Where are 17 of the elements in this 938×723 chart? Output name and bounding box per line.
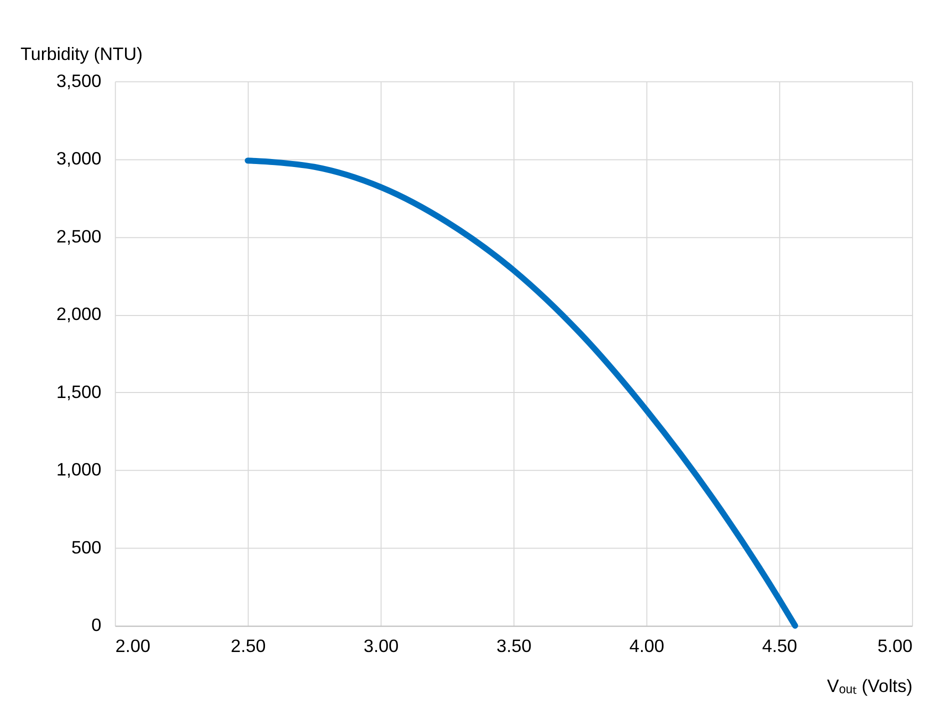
x-tick-label: 3.50 [496,636,532,656]
x-tick-label: 2.50 [230,636,266,656]
x-tick-label: 3.00 [364,636,399,656]
y-axis-title: Turbidity (NTU) [20,44,143,64]
y-tick-label: 2,000 [56,304,102,324]
y-tick-label: 3,000 [56,148,102,169]
y-tick-label: 2,500 [56,226,102,246]
y-tick-label: 3,500 [56,70,102,91]
x-tick-label: 5.00 [878,636,913,656]
y-tick-label: 1,000 [56,460,102,480]
y-tick-label: 0 [91,615,102,636]
y-tick-label: 1,500 [56,382,102,402]
y-tick-label: 500 [71,537,102,558]
x-tick-label: 4.00 [629,636,664,656]
x-tick-label: 4.50 [762,636,798,656]
x-axis-title: Vₒᵤₜ (Volts) [826,676,913,696]
x-tick-label: 2.00 [115,636,150,656]
